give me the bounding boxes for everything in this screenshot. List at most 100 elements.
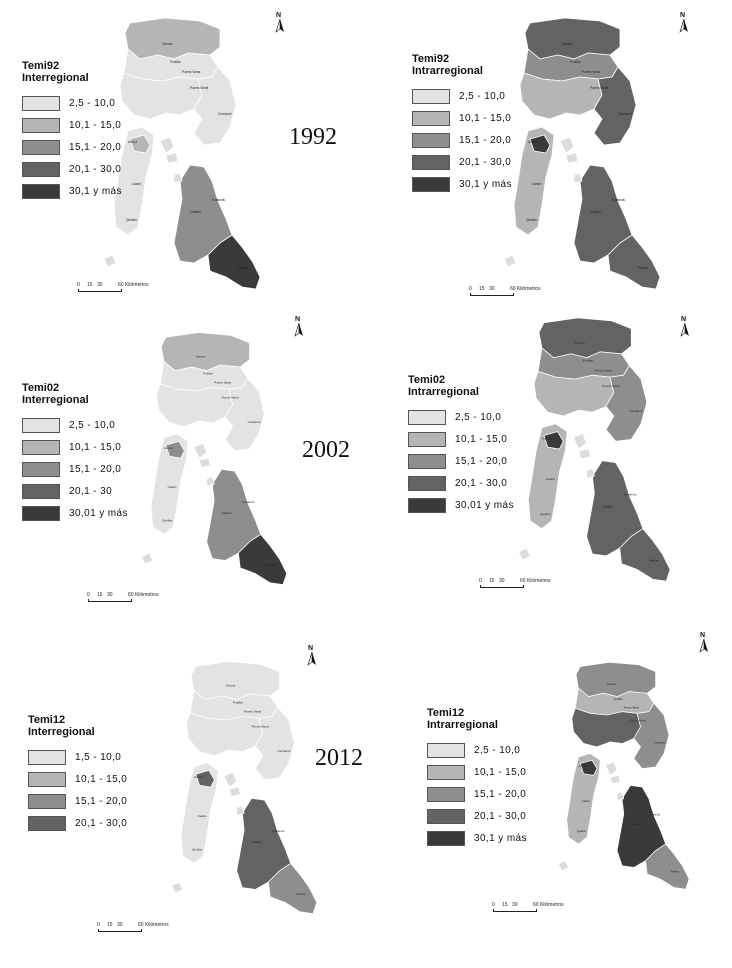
- legend-swatch: [22, 505, 60, 521]
- zone-central-valley: [186, 712, 264, 756]
- comuna-label: Palena: [671, 869, 680, 873]
- scale-line: [98, 929, 142, 932]
- north-arrow-glyph: [294, 322, 303, 337]
- comuna-label: Castro: [198, 814, 207, 818]
- island: [165, 152, 179, 164]
- scale-tick: 30: [97, 282, 103, 288]
- scale-tick: 60 Kilómetros: [520, 578, 551, 584]
- scale-tick: 15: [489, 578, 495, 584]
- comuna-label: Chaitén: [602, 504, 613, 508]
- legend-label: 15,1 - 20,0: [69, 141, 122, 153]
- island: [103, 254, 117, 268]
- zone-highlight: [529, 134, 551, 154]
- scale-line: [470, 293, 514, 296]
- scale-line: [78, 289, 122, 292]
- legend-swatch: [22, 461, 60, 477]
- zone-east: [224, 377, 265, 452]
- legend-item: 20,1 - 30,0: [22, 158, 122, 180]
- legend-title: Temi92 Intrarregional: [412, 53, 512, 77]
- north-letter: N: [680, 12, 686, 19]
- zone-chiloe: [527, 423, 568, 530]
- comuna-label: Frutillar: [570, 60, 582, 64]
- year-label: 2012: [315, 745, 363, 771]
- legend-swatch: [28, 815, 66, 831]
- comuna-label: Chaitén: [590, 210, 601, 214]
- zone-chiloe: [180, 762, 219, 864]
- legend-swatch: [22, 139, 60, 155]
- comuna-label: Castro: [132, 182, 142, 186]
- scale-tick: 0: [469, 286, 472, 292]
- legend-item: 10,1 - 15,0: [427, 761, 527, 783]
- comuna-label: Puerto Varas: [624, 705, 640, 709]
- scale-tick: 0: [492, 902, 495, 908]
- legend-item: 20,1 - 30,0: [427, 805, 527, 827]
- legend-item: 2,5 - 10,0: [22, 92, 122, 114]
- comuna-label: Futaleufú: [272, 829, 285, 833]
- legend-label: 30,1 y más: [69, 185, 122, 197]
- comuna-label: Cochamó: [278, 749, 291, 753]
- zone-north: [160, 332, 250, 372]
- legend-label: 2,5 - 10,0: [69, 419, 116, 431]
- zone-palena: [237, 533, 288, 586]
- zone-east: [193, 66, 237, 146]
- comuna-label: Puerto Montt: [630, 719, 645, 723]
- scale-tick: 60 Kilómetros: [533, 902, 564, 908]
- legend-swatch: [22, 439, 60, 455]
- comuna-label: Puerto Montt: [252, 725, 269, 729]
- comuna-label: Cochamó: [654, 741, 666, 745]
- legend-swatch: [22, 417, 60, 433]
- zone-highlight: [543, 431, 564, 450]
- comuna-label: Quellón: [126, 218, 137, 222]
- legend-label: 10,1 - 15,0: [474, 766, 527, 778]
- legend-label: 15,1 - 20,0: [474, 788, 527, 800]
- region-map: Puerto Varas Osorno Frutillar Puerto Montt A…: [141, 332, 288, 586]
- legend-swatch: [408, 497, 446, 513]
- region-map: Puerto Varas Osorno Frutillar Puerto Montt A…: [558, 661, 690, 890]
- legend-item: 20,1 - 30,0: [412, 151, 512, 173]
- comuna-label: Futaleufú: [242, 500, 255, 504]
- comuna-label: Frutillar: [203, 371, 213, 375]
- legend-item: 2,5 - 10,0: [412, 85, 512, 107]
- legend-swatch: [412, 132, 450, 148]
- island: [572, 433, 588, 450]
- legend-swatch: [412, 110, 450, 126]
- legend-item: 15,1 - 20,0: [22, 136, 122, 158]
- scale-tick: 0: [77, 282, 80, 288]
- legend-item: 15,1 - 20,0: [22, 458, 128, 480]
- legend-label: 10,1 - 15,0: [75, 773, 128, 785]
- legend-label: 20,1 - 30,0: [69, 163, 122, 175]
- comuna-label: Puerto Varas: [214, 381, 232, 385]
- legend-item: 10,1 - 15,0: [408, 428, 514, 450]
- island: [578, 448, 591, 460]
- legend-title-variable: Temi12: [28, 714, 66, 726]
- comuna-label: Puerto Varas: [182, 70, 201, 74]
- region-map: Puerto Varas Osorno Frutillar Puerto Montt A…: [103, 17, 261, 290]
- island: [193, 442, 208, 459]
- legend-item: 30,1 y más: [427, 827, 527, 849]
- comuna-label: Cochamó: [218, 112, 232, 116]
- region-map: Puerto Varas Osorno Frutillar Puerto Montt A…: [503, 17, 661, 290]
- zone-east: [593, 66, 637, 146]
- comuna-label: Cochamó: [248, 420, 261, 424]
- comuna-label: Futaleufú: [624, 493, 637, 497]
- legend-title-variable: Temi02: [408, 374, 446, 386]
- comuna-label: Osorno: [226, 684, 236, 688]
- scale-tick: 60 Kilómetros: [138, 922, 169, 928]
- map-legend: Temi02 Intrarregional 2,5 - 10,0 10,1 - 1…: [408, 374, 514, 516]
- legend-label: 10,1 - 15,0: [69, 441, 122, 453]
- region-map: Puerto Varas Osorno Frutillar Puerto Montt A…: [518, 317, 671, 582]
- scale-tick: 30: [107, 592, 113, 598]
- legend-label: 15,1 - 20,0: [75, 795, 128, 807]
- island: [223, 771, 238, 788]
- island: [159, 136, 175, 154]
- legend-title-variable: Temi92: [412, 53, 450, 65]
- north-letter: N: [276, 12, 282, 19]
- zone-chiloe: [150, 433, 189, 535]
- north-arrow-icon: N: [305, 645, 319, 667]
- comuna-label: Chaitén: [190, 210, 201, 214]
- island: [518, 547, 531, 561]
- comuna-label: Palena: [649, 559, 659, 563]
- north-arrow-icon: N: [678, 316, 692, 338]
- legend-swatch: [408, 475, 446, 491]
- legend-swatch: [28, 771, 66, 787]
